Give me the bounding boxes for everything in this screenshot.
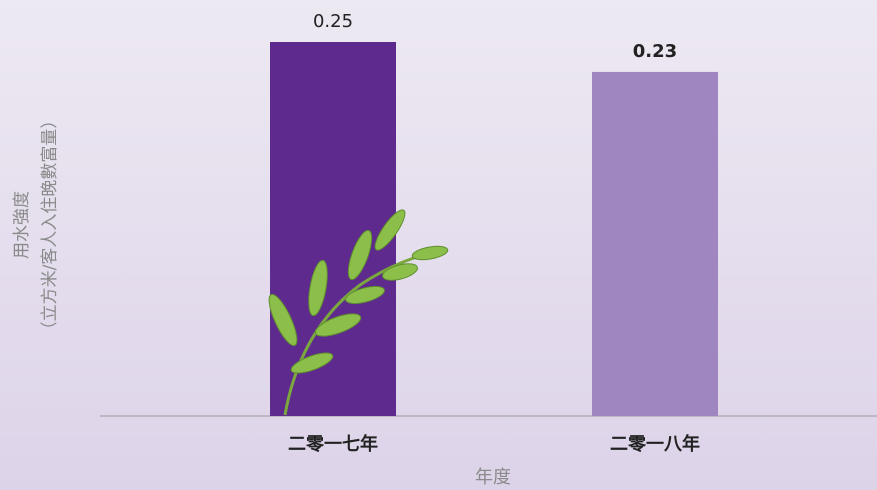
value-label: 0.25 xyxy=(313,11,353,32)
bars xyxy=(270,42,718,417)
x-tick-label: 二零一七年 xyxy=(288,433,378,455)
x-axis-title: 年度 xyxy=(475,467,511,488)
x-tick-label: 二零一八年 xyxy=(610,433,700,455)
y-axis-title-line: 用水強度 xyxy=(12,191,32,259)
bar xyxy=(270,42,396,416)
y-axis-title-line: （立方米/客人入住晚數富量） xyxy=(40,112,60,339)
bar xyxy=(592,71,718,417)
value-label: 0.23 xyxy=(633,41,677,62)
leaf-decoration xyxy=(268,209,449,416)
y-axis-title: 用水強度 （立方米/客人入住晚數富量） xyxy=(12,112,60,339)
